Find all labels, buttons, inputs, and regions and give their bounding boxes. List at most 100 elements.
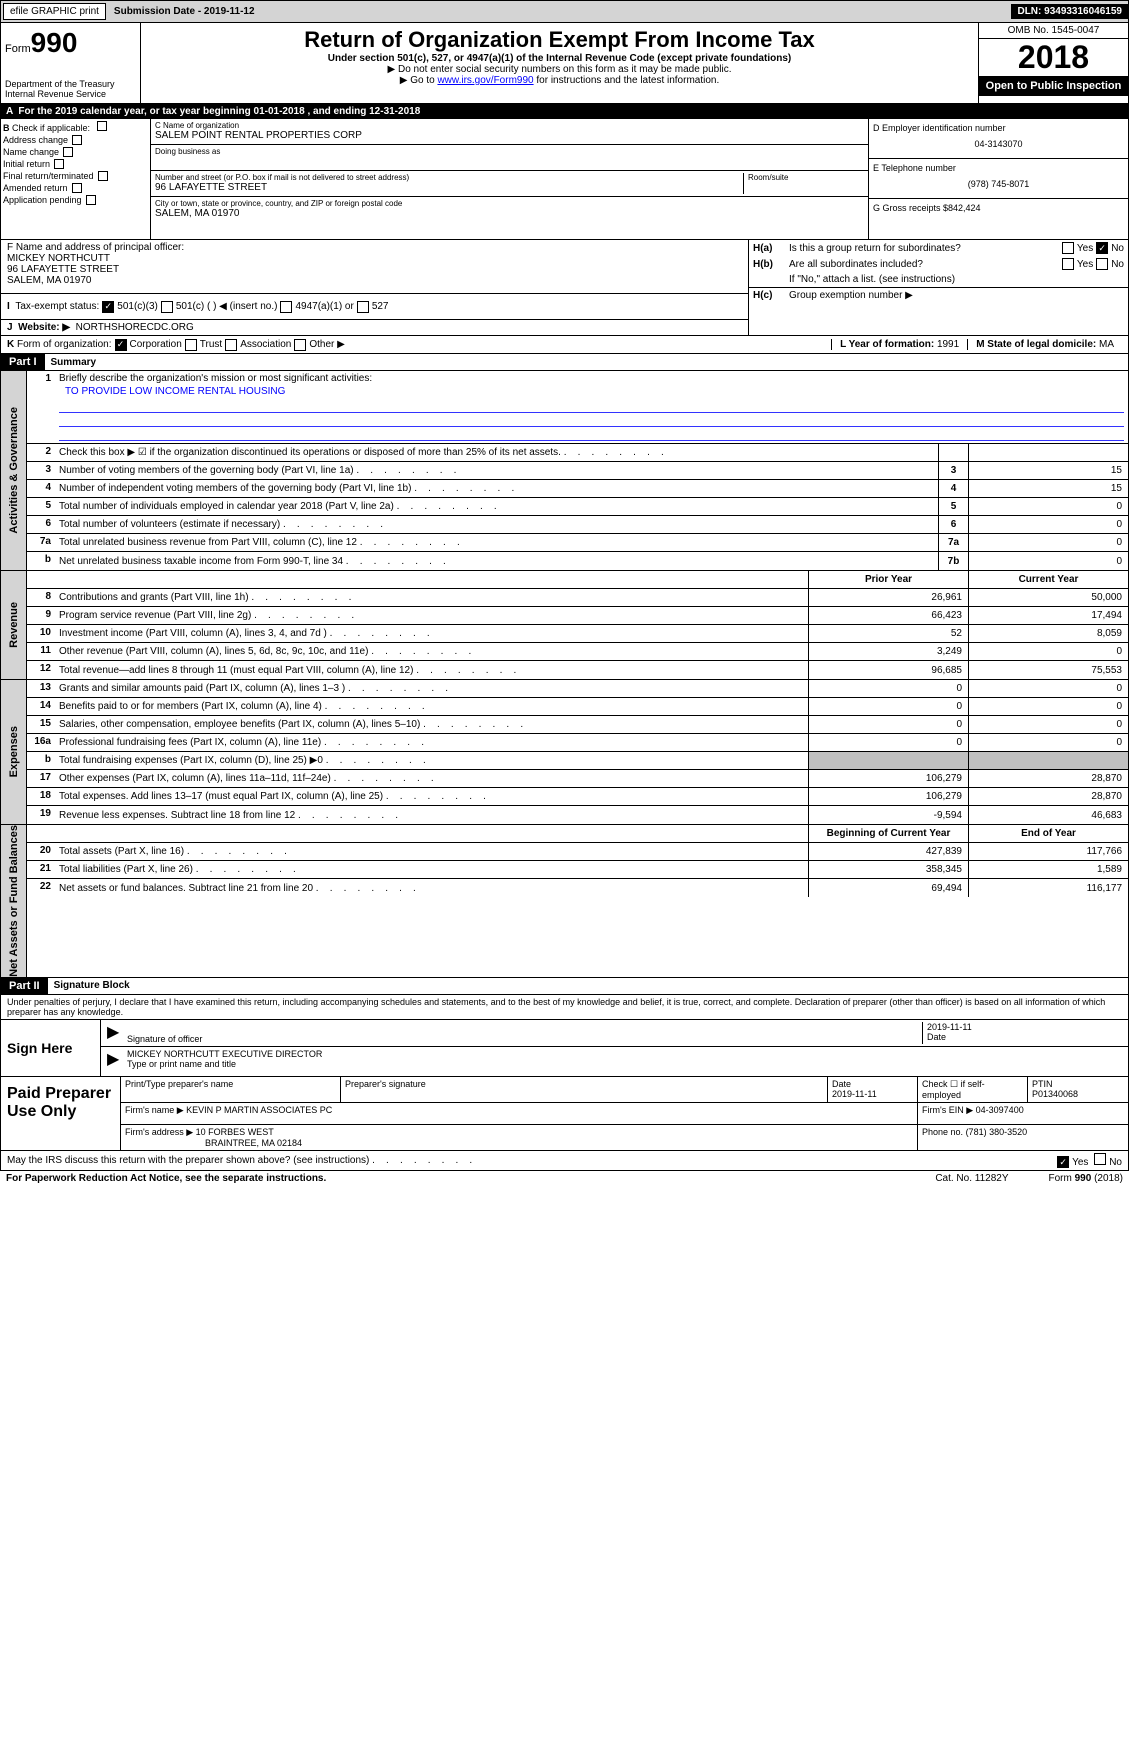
year-formation: L Year of formation: 1991	[831, 339, 967, 350]
chk-amended[interactable]: Amended return	[3, 183, 148, 193]
prep-name-col: Print/Type preparer's name	[121, 1077, 341, 1102]
col-current-year: Current Year	[968, 571, 1128, 588]
chk-association[interactable]	[225, 339, 237, 351]
table-row: 14Benefits paid to or for members (Part …	[27, 698, 1128, 716]
topbar: efile GRAPHIC print Submission Date - 20…	[0, 0, 1129, 23]
table-row: 2Check this box ▶ ☑ if the organization …	[27, 444, 1128, 462]
chk-501c3[interactable]: ✓	[102, 301, 114, 313]
table-row: 3Number of voting members of the governi…	[27, 462, 1128, 480]
table-row: 6Total number of volunteers (estimate if…	[27, 516, 1128, 534]
officer-name-label: Type or print name and title	[127, 1059, 322, 1069]
org-name-field: C Name of organization SALEM POINT RENTA…	[151, 119, 868, 145]
chk-pending[interactable]: Application pending	[3, 195, 148, 205]
chk-trust[interactable]	[185, 339, 197, 351]
h-a: H(a)Is this a group return for subordina…	[749, 240, 1128, 256]
form-subtitle: Under section 501(c), 527, or 4947(a)(1)…	[149, 53, 970, 64]
sig-date-label: Date	[927, 1032, 1122, 1042]
arrow-icon: ▶	[107, 1022, 127, 1044]
table-row: 7aTotal unrelated business revenue from …	[27, 534, 1128, 552]
form-footer: Form 990 (2018)	[1049, 1173, 1123, 1184]
chk-address-change[interactable]: Address change	[3, 135, 148, 145]
part2-title: Signature Block	[48, 978, 136, 993]
table-row: bTotal fundraising expenses (Part IX, co…	[27, 752, 1128, 770]
table-row: 22Net assets or fund balances. Subtract …	[27, 879, 1128, 897]
table-row: 9Program service revenue (Part VIII, lin…	[27, 607, 1128, 625]
efile-button[interactable]: efile GRAPHIC print	[3, 3, 106, 20]
chk-corporation[interactable]: ✓	[115, 339, 127, 351]
address-field: Number and street (or P.O. box if mail i…	[151, 171, 868, 197]
table-row: 5Total number of individuals employed in…	[27, 498, 1128, 516]
col-end-year: End of Year	[968, 825, 1128, 842]
state-domicile: M State of legal domicile: MA	[967, 339, 1122, 350]
table-row: 12Total revenue—add lines 8 through 11 (…	[27, 661, 1128, 679]
col-prior-year: Prior Year	[808, 571, 968, 588]
table-row: 8Contributions and grants (Part VIII, li…	[27, 589, 1128, 607]
table-row: 17Other expenses (Part IX, column (A), l…	[27, 770, 1128, 788]
ssn-notice: ▶ Do not enter social security numbers o…	[149, 64, 970, 75]
tax-year: 2018	[979, 39, 1128, 76]
col-begin-year: Beginning of Current Year	[808, 825, 968, 842]
gross-receipts: G Gross receipts $842,424	[869, 199, 1128, 239]
firm-phone: Phone no. (781) 380-3520	[918, 1125, 1128, 1150]
entity-section: B Check if applicable: Address change Na…	[0, 119, 1129, 240]
arrow-icon: ▶	[107, 1049, 127, 1069]
chk-name-change[interactable]: Name change	[3, 147, 148, 157]
vtab-net-assets: Net Assets or Fund Balances	[1, 825, 27, 977]
vtab-revenue: Revenue	[1, 571, 27, 679]
table-row: 19Revenue less expenses. Subtract line 1…	[27, 806, 1128, 824]
prep-date-col: Date2019-11-11	[828, 1077, 918, 1102]
prep-check-col: Check ☐ if self-employed	[918, 1077, 1028, 1102]
mission-label: Briefly describe the organization's miss…	[59, 373, 1124, 384]
chk-527[interactable]	[357, 301, 369, 313]
website-row: J Website: ▶ NORTHSHORECDC.ORG	[1, 320, 748, 335]
table-row: 11Other revenue (Part VIII, column (A), …	[27, 643, 1128, 661]
officer-name: MICKEY NORTHCUTT EXECUTIVE DIRECTOR	[127, 1049, 322, 1059]
line-a: A For the 2019 calendar year, or tax yea…	[0, 104, 1129, 119]
sign-here-label: Sign Here	[1, 1020, 101, 1076]
chk-initial-return[interactable]: Initial return	[3, 159, 148, 169]
vtab-expenses: Expenses	[1, 680, 27, 824]
cat-no: Cat. No. 11282Y	[935, 1173, 1008, 1184]
h-c: H(c)Group exemption number ▶	[749, 288, 1128, 303]
firm-address: Firm's address ▶ 10 FORBES WESTBRAINTREE…	[121, 1125, 918, 1150]
vtab-governance: Activities & Governance	[1, 371, 27, 570]
firm-name: Firm's name ▶ KEVIN P MARTIN ASSOCIATES …	[121, 1103, 918, 1124]
section-b-label: B Check if applicable:	[3, 121, 148, 133]
discuss-row: May the IRS discuss this return with the…	[0, 1151, 1129, 1172]
form-title: Return of Organization Exempt From Incom…	[149, 27, 970, 53]
perjury-statement: Under penalties of perjury, I declare th…	[0, 995, 1129, 1020]
table-row: 18Total expenses. Add lines 13–17 (must …	[27, 788, 1128, 806]
chk-discuss-yes[interactable]: ✓	[1057, 1156, 1069, 1168]
dba-field: Doing business as	[151, 145, 868, 171]
h-b: H(b)Are all subordinates included?YesNo	[749, 256, 1128, 272]
table-row: bNet unrelated business taxable income f…	[27, 552, 1128, 570]
table-row: 13Grants and similar amounts paid (Part …	[27, 680, 1128, 698]
part1-header: Part I	[1, 354, 45, 370]
h-b-note: If "No," attach a list. (see instruction…	[749, 272, 1128, 288]
ein-field: D Employer identification number 04-3143…	[869, 119, 1128, 159]
form-number: Form990	[5, 27, 136, 59]
open-to-public: Open to Public Inspection	[979, 76, 1128, 96]
chk-final-return[interactable]: Final return/terminated	[3, 171, 148, 181]
department: Department of the TreasuryInternal Reven…	[5, 79, 136, 99]
officer-field: F Name and address of principal officer:…	[1, 240, 748, 294]
irs-link[interactable]: www.irs.gov/Form990	[437, 75, 533, 86]
sig-officer-label: Signature of officer	[127, 1034, 922, 1044]
part1-title: Summary	[45, 355, 103, 370]
chk-other[interactable]	[294, 339, 306, 351]
chk-4947[interactable]	[280, 301, 292, 313]
table-row: 15Salaries, other compensation, employee…	[27, 716, 1128, 734]
form-header: Form990 Department of the TreasuryIntern…	[0, 23, 1129, 104]
submission-date: Submission Date - 2019-11-12	[108, 4, 261, 19]
chk-501c[interactable]	[161, 301, 173, 313]
part2-header: Part II	[1, 978, 48, 994]
paid-preparer-label: Paid Preparer Use Only	[1, 1077, 121, 1150]
prep-ptin-col: PTINP01340068	[1028, 1077, 1128, 1102]
table-row: 16aProfessional fundraising fees (Part I…	[27, 734, 1128, 752]
pra-notice: For Paperwork Reduction Act Notice, see …	[6, 1173, 326, 1184]
table-row: 20Total assets (Part X, line 16)427,8391…	[27, 843, 1128, 861]
mission-text: TO PROVIDE LOW INCOME RENTAL HOUSING	[59, 384, 1124, 399]
table-row: 4Number of independent voting members of…	[27, 480, 1128, 498]
chk-discuss-no[interactable]	[1094, 1153, 1106, 1165]
firm-ein: Firm's EIN ▶ 04-3097400	[918, 1103, 1128, 1124]
